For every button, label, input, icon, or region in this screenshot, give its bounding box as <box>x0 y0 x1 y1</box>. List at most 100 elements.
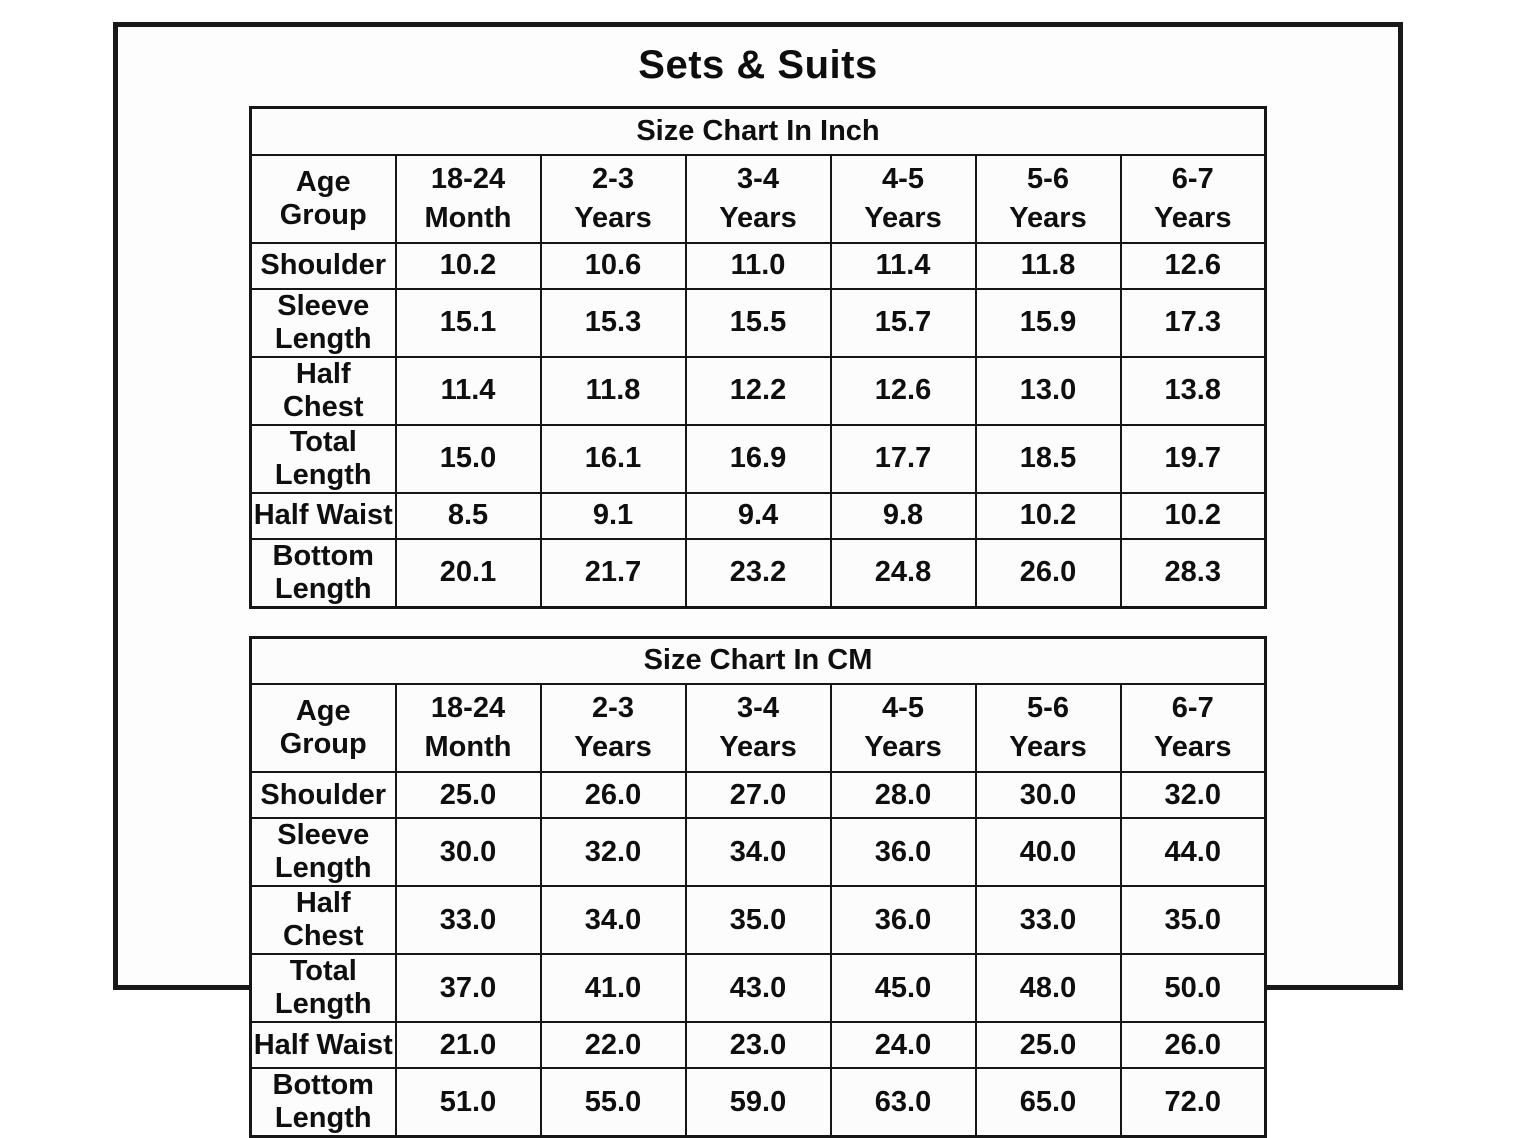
age-range-text: 3-4 <box>687 160 830 199</box>
measurement-value: 9.4 <box>686 493 831 539</box>
measurement-value: 32.0 <box>541 818 686 886</box>
page-title: Sets & Suits <box>118 43 1398 88</box>
measurement-value: 10.2 <box>396 243 541 289</box>
measurement-value: 26.0 <box>976 539 1121 608</box>
age-range-text: 5-6 <box>977 160 1120 199</box>
measurement-label: Half Waist <box>251 1022 396 1068</box>
measurement-value: 18.5 <box>976 425 1121 493</box>
age-range-text: 2-3 <box>542 160 685 199</box>
measurement-value: 16.1 <box>541 425 686 493</box>
measurement-value: 15.7 <box>831 289 976 357</box>
measurement-value: 15.1 <box>396 289 541 357</box>
measurement-label: Sleeve Length <box>251 818 396 886</box>
measurement-value: 11.8 <box>976 243 1121 289</box>
measurement-value: 30.0 <box>976 772 1121 818</box>
measurement-label: Half Waist <box>251 493 396 539</box>
age-unit-text: Years <box>832 728 975 767</box>
measurement-value: 11.8 <box>541 357 686 425</box>
age-range-text: 3-4 <box>687 689 830 728</box>
measurement-label: Sleeve Length <box>251 289 396 357</box>
measurement-value: 25.0 <box>976 1022 1121 1068</box>
measurement-value: 21.7 <box>541 539 686 608</box>
measurement-value: 36.0 <box>831 818 976 886</box>
age-group-label: Age Group <box>251 155 396 243</box>
measurement-value: 34.0 <box>541 886 686 954</box>
measurement-value: 25.0 <box>396 772 541 818</box>
measurement-value: 16.9 <box>686 425 831 493</box>
measurement-value: 13.8 <box>1121 357 1266 425</box>
measurement-value: 11.0 <box>686 243 831 289</box>
measurement-value: 26.0 <box>541 772 686 818</box>
measurement-label: Half Chest <box>251 886 396 954</box>
age-unit-text: Years <box>1122 199 1265 238</box>
measurement-value: 12.6 <box>1121 243 1266 289</box>
measurement-value: 12.6 <box>831 357 976 425</box>
age-range-text: 6-7 <box>1122 160 1265 199</box>
measurement-value: 17.3 <box>1121 289 1266 357</box>
age-range-text: 18-24 <box>397 689 540 728</box>
table-title: Size Chart In CM <box>251 637 1266 684</box>
measurement-value: 23.0 <box>686 1022 831 1068</box>
measurement-value: 10.6 <box>541 243 686 289</box>
measurement-value: 12.2 <box>686 357 831 425</box>
age-unit-text: Years <box>832 199 975 238</box>
age-range-text: 2-3 <box>542 689 685 728</box>
age-group-label: Age Group <box>251 684 396 772</box>
measurement-value: 45.0 <box>831 954 976 1022</box>
measurement-value: 11.4 <box>396 357 541 425</box>
measurement-value: 8.5 <box>396 493 541 539</box>
measurement-value: 21.0 <box>396 1022 541 1068</box>
measurement-value: 36.0 <box>831 886 976 954</box>
table-title-row-cm: Size Chart In CM <box>251 637 1266 684</box>
age-range-text: 5-6 <box>977 689 1120 728</box>
measurement-value: 24.8 <box>831 539 976 608</box>
measurement-value: 13.0 <box>976 357 1121 425</box>
measurement-label: Total Length <box>251 425 396 493</box>
age-range-text: 6-7 <box>1122 689 1265 728</box>
measurement-value: 43.0 <box>686 954 831 1022</box>
measurement-value: 65.0 <box>976 1068 1121 1137</box>
age-unit-text: Month <box>397 199 540 238</box>
measurement-value: 10.2 <box>1121 493 1266 539</box>
measurement-value: 9.1 <box>541 493 686 539</box>
measurement-value: 28.3 <box>1121 539 1266 608</box>
age-unit-text: Years <box>687 728 830 767</box>
measurement-value: 11.4 <box>831 243 976 289</box>
measurement-value: 37.0 <box>396 954 541 1022</box>
measurement-value: 15.0 <box>396 425 541 493</box>
measurement-value: 34.0 <box>686 818 831 886</box>
measurement-value: 10.2 <box>976 493 1121 539</box>
measurement-value: 15.3 <box>541 289 686 357</box>
age-range-text: 18-24 <box>397 160 540 199</box>
measurement-value: 35.0 <box>686 886 831 954</box>
age-unit-text: Years <box>977 199 1120 238</box>
table-title: Size Chart In Inch <box>251 108 1266 155</box>
age-unit-text: Years <box>687 199 830 238</box>
measurement-value: 41.0 <box>541 954 686 1022</box>
measurement-label: Bottom Length <box>251 539 396 608</box>
measurement-value: 48.0 <box>976 954 1121 1022</box>
measurement-value: 40.0 <box>976 818 1121 886</box>
measurement-value: 19.7 <box>1121 425 1266 493</box>
